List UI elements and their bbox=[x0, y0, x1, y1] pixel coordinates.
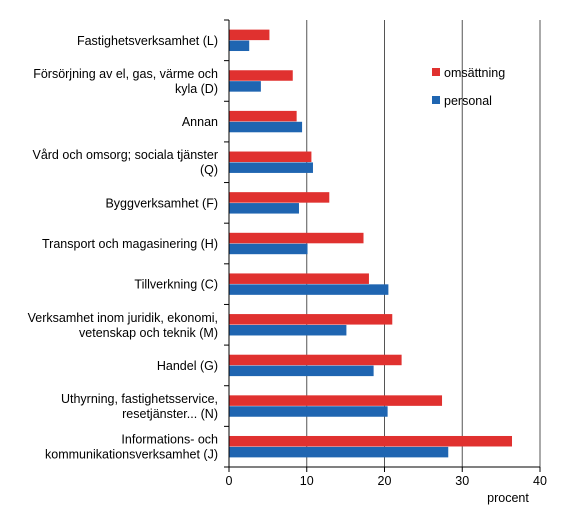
x-tick-label: 20 bbox=[378, 474, 392, 488]
x-tick-label: 30 bbox=[455, 474, 469, 488]
x-axis-label: procent bbox=[487, 491, 529, 505]
gridlines bbox=[306, 20, 541, 467]
legend-label: omsättning bbox=[444, 66, 505, 80]
category-label: Informations- och kommunikationsverksamhe… bbox=[45, 433, 218, 462]
bar-personal bbox=[229, 81, 261, 92]
bar-omsattning bbox=[229, 354, 402, 366]
category-label: Handel (G) bbox=[157, 359, 218, 373]
bar-omsattning bbox=[229, 29, 270, 41]
category-labels: Fastighetsverksamhet (L) Försörjning av e… bbox=[28, 34, 218, 462]
category-label: Tillverkning (C) bbox=[134, 278, 218, 292]
legend-label: personal bbox=[444, 94, 492, 108]
category-label: Försörjning av el, gas, värme och kyla (D… bbox=[33, 67, 218, 96]
bar-personal bbox=[229, 446, 449, 458]
x-tick-label: 0 bbox=[226, 474, 233, 488]
bar-personal bbox=[229, 324, 347, 336]
bar-personal bbox=[229, 162, 313, 173]
legend-swatch bbox=[432, 96, 440, 104]
bar-personal bbox=[229, 365, 374, 377]
legend: omsättning personal bbox=[432, 66, 505, 108]
bar-omsattning bbox=[229, 435, 513, 447]
bar-personal bbox=[229, 243, 308, 255]
category-label: Fastighetsverksamhet (L) bbox=[77, 34, 218, 48]
category-label: Annan bbox=[182, 115, 218, 129]
bar-personal bbox=[229, 40, 250, 52]
bar-personal bbox=[229, 284, 389, 295]
bar-omsattning bbox=[229, 395, 443, 406]
x-tick-label: 40 bbox=[533, 474, 547, 488]
bar-omsattning bbox=[229, 273, 369, 284]
category-label: Verksamhet inom juridik, ekonomi, vetensk… bbox=[28, 311, 218, 340]
bar-omsattning bbox=[229, 110, 297, 122]
bars bbox=[229, 29, 513, 458]
bar-omsattning bbox=[229, 314, 393, 325]
tick-labels: 0 10 20 30 40 bbox=[226, 474, 547, 488]
bar-omsattning bbox=[229, 232, 364, 244]
bar-personal bbox=[229, 203, 299, 214]
axis bbox=[224, 19, 541, 472]
bar-personal bbox=[229, 121, 303, 133]
category-label: Transport och magasinering (H) bbox=[42, 237, 218, 251]
legend-swatch bbox=[432, 68, 440, 76]
category-label: Uthyrning, fastighetsservice, resetjänste… bbox=[61, 392, 218, 421]
bar-personal bbox=[229, 406, 388, 417]
category-label: Vård och omsorg; sociala tjänster (Q) bbox=[32, 148, 218, 177]
category-label: Byggverksamhet (F) bbox=[105, 196, 218, 210]
bar-omsattning bbox=[229, 151, 312, 163]
bar-omsattning bbox=[229, 70, 293, 81]
x-tick-label: 10 bbox=[300, 474, 314, 488]
bar-omsattning bbox=[229, 192, 330, 203]
